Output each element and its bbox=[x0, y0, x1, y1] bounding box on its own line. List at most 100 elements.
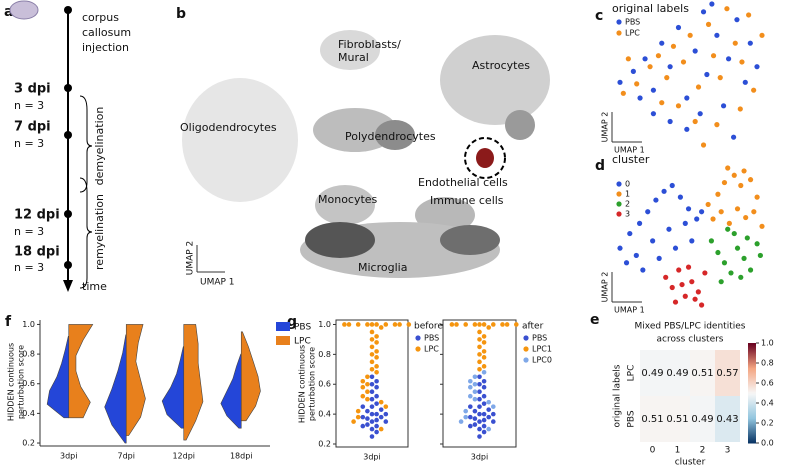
data-point bbox=[472, 389, 478, 395]
data-point bbox=[714, 122, 720, 128]
data-point bbox=[731, 230, 737, 237]
data-point bbox=[675, 24, 682, 31]
data-point bbox=[369, 329, 375, 335]
data-point bbox=[374, 364, 379, 369]
data-point bbox=[481, 423, 487, 429]
data-point bbox=[663, 274, 669, 280]
y-tick-label: PBS bbox=[627, 410, 637, 427]
colorbar-segment bbox=[748, 427, 756, 430]
data-point bbox=[500, 322, 505, 327]
event-label: corpus bbox=[82, 11, 119, 24]
data-point bbox=[477, 411, 482, 417]
data-point bbox=[468, 423, 473, 429]
legend-label: LPC bbox=[294, 337, 311, 347]
legend-label: 2 bbox=[625, 200, 630, 209]
data-point bbox=[369, 396, 375, 402]
data-point bbox=[481, 411, 487, 417]
data-point bbox=[699, 302, 705, 308]
colorbar-segment bbox=[748, 365, 756, 368]
data-point bbox=[365, 381, 370, 387]
data-point bbox=[369, 344, 375, 350]
plot-frame bbox=[442, 319, 517, 448]
data-point bbox=[454, 322, 459, 327]
x-tick-label: 2 bbox=[700, 446, 706, 456]
data-point bbox=[636, 220, 643, 226]
data-point bbox=[360, 414, 366, 420]
data-point bbox=[369, 352, 375, 357]
data-point bbox=[741, 255, 747, 261]
colorbar-segment bbox=[748, 353, 756, 356]
data-point bbox=[481, 322, 487, 327]
colorbar-segment bbox=[748, 429, 756, 432]
data-point bbox=[468, 393, 473, 399]
data-point bbox=[669, 182, 675, 189]
legend-title: before bbox=[414, 322, 443, 332]
violin-half bbox=[240, 331, 261, 422]
data-point bbox=[472, 422, 478, 427]
timeline-dot bbox=[64, 261, 72, 269]
data-point bbox=[737, 106, 743, 112]
data-point bbox=[685, 206, 692, 212]
cluster-labels: Fibroblasts/Mural Astrocytes Oligodendrocy… bbox=[180, 38, 530, 274]
x-tick-label: 12dpi bbox=[172, 452, 195, 461]
violin-half bbox=[220, 353, 242, 429]
axis-label: HIDDEN continuous bbox=[7, 343, 16, 421]
colorbar-segment bbox=[748, 371, 756, 374]
data-point bbox=[675, 103, 682, 109]
data-point bbox=[477, 367, 482, 372]
chart-title: original labels bbox=[612, 2, 689, 15]
chart-title: cluster bbox=[612, 153, 650, 166]
x-tick-label: 0 bbox=[650, 446, 656, 456]
timeline-dot bbox=[64, 210, 72, 218]
data-point bbox=[365, 389, 370, 395]
colorbar-segment bbox=[748, 421, 756, 424]
data-point bbox=[351, 419, 356, 424]
data-point bbox=[625, 56, 631, 62]
data-point bbox=[472, 396, 478, 402]
data-point bbox=[369, 426, 375, 432]
colorbar-segment bbox=[748, 399, 756, 402]
axis-label: UMAP 2 bbox=[601, 272, 610, 303]
colorbar-segment bbox=[748, 367, 756, 370]
legend-marker bbox=[523, 335, 529, 341]
data-point bbox=[725, 56, 732, 62]
data-point bbox=[721, 179, 728, 186]
x-tick-label: 3dpi bbox=[60, 452, 77, 461]
data-point bbox=[481, 429, 487, 435]
data-point bbox=[355, 322, 361, 327]
data-point bbox=[360, 393, 366, 399]
panel-letter: c bbox=[595, 8, 603, 24]
legend-label: PBS bbox=[294, 323, 311, 333]
panel-letter: a bbox=[4, 4, 13, 20]
data-point bbox=[759, 32, 765, 38]
data-point bbox=[620, 90, 626, 96]
colorbar-segment bbox=[748, 433, 756, 436]
data-point bbox=[369, 389, 375, 395]
data-point bbox=[715, 249, 721, 256]
legend-label: 1 bbox=[625, 190, 630, 199]
timepoint-day: 3 dpi bbox=[14, 82, 51, 97]
data-point bbox=[664, 75, 670, 81]
data-point bbox=[650, 238, 656, 244]
colorbar-segment bbox=[748, 405, 756, 408]
data-point bbox=[718, 279, 724, 285]
colorbar-segment bbox=[748, 401, 756, 404]
data-point bbox=[684, 126, 690, 132]
colorbar-segment bbox=[748, 369, 756, 372]
data-point bbox=[695, 84, 702, 90]
legend-marker bbox=[616, 211, 622, 217]
x-tick-label: 3 bbox=[725, 446, 731, 456]
data-point bbox=[708, 238, 715, 244]
data-point bbox=[689, 238, 695, 244]
data-point bbox=[468, 384, 473, 390]
axis-label: HIDDEN continuous bbox=[298, 345, 307, 423]
data-point bbox=[477, 381, 482, 387]
data-point bbox=[481, 364, 487, 369]
x-tick-label: 3dpi bbox=[363, 453, 380, 462]
data-point bbox=[725, 226, 731, 232]
colorbar-segment bbox=[748, 383, 756, 386]
data-point bbox=[477, 426, 482, 432]
axis-label: original labels bbox=[613, 364, 623, 427]
timepoint-n: n = 3 bbox=[14, 225, 44, 238]
data-point bbox=[449, 322, 455, 327]
